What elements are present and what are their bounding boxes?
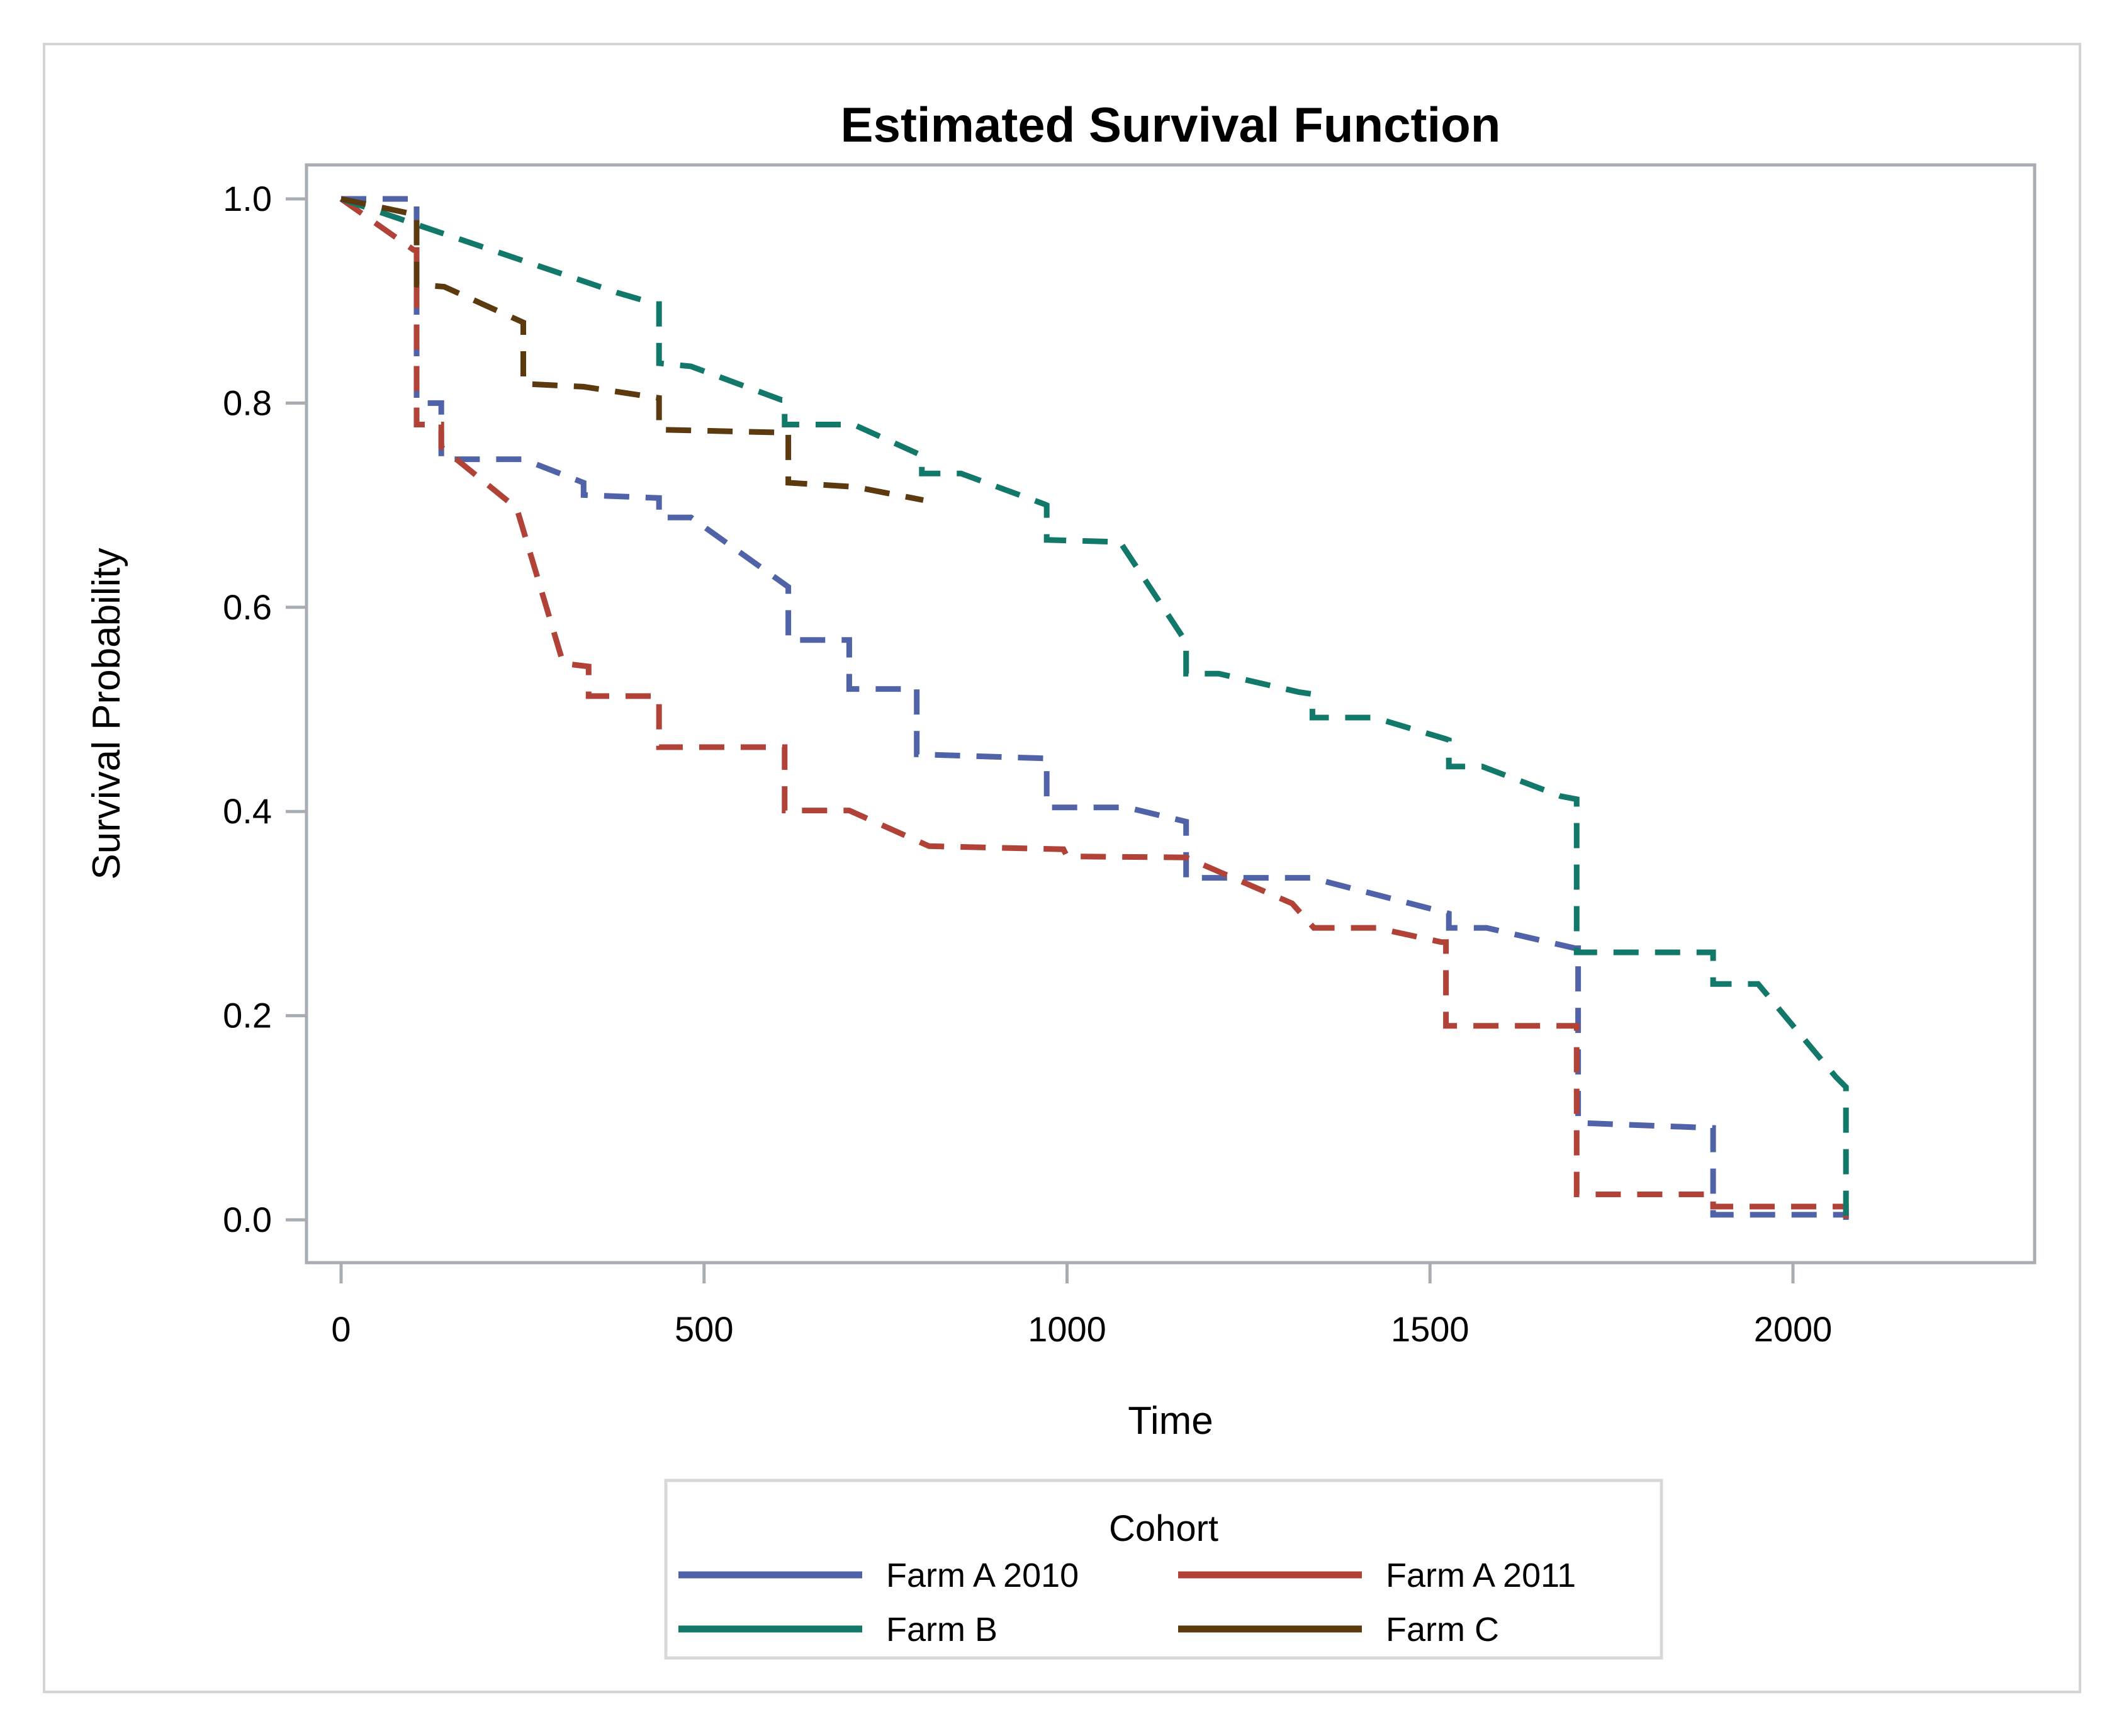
x-axis-title: Time [1128,1399,1213,1443]
plot-frame [305,163,2037,1265]
legend-label-farm-a-2011: Farm A 2011 [1386,1557,1576,1594]
legend-box [664,1479,1663,1660]
y-axis-ticks: 1.0 0.8 0.6 0.4 0.2 0.0 [223,179,306,1239]
x-tick-label: 500 [675,1309,733,1349]
curve-farm-c [340,196,924,503]
legend-label-farm-b: Farm B [886,1611,997,1649]
curve-farm-a-2011 [339,196,1849,1220]
y-tick-label: 0.6 [223,587,272,627]
curve-farm-a-2010 [341,196,1849,1220]
legend-title: Cohort [1109,1508,1218,1549]
figure-border [43,43,2081,1693]
y-tick-label: 0.0 [223,1200,272,1239]
curve-farm-b [340,196,1849,1220]
y-axis-title: Survival Probability [85,548,128,879]
x-tick-label: 2000 [1754,1309,1833,1349]
survival-curves [339,196,1849,1220]
legend-label-farm-c: Farm C [1386,1611,1499,1649]
x-tick-label: 1000 [1028,1309,1106,1349]
y-tick-label: 0.8 [223,383,272,422]
x-axis-ticks: 0 500 1000 1500 2000 [331,1263,1832,1349]
y-tick-label: 1.0 [223,179,272,218]
x-tick-label: 1500 [1391,1309,1469,1349]
legend-entries: Farm A 2010 Farm A 2011 Farm B Farm C [678,1557,1576,1649]
legend-label-farm-a-2010: Farm A 2010 [886,1557,1079,1594]
chart-title: Estimated Survival Function [841,97,1501,152]
y-tick-label: 0.4 [223,791,272,831]
y-tick-label: 0.2 [223,996,272,1035]
x-tick-label: 0 [331,1309,351,1349]
